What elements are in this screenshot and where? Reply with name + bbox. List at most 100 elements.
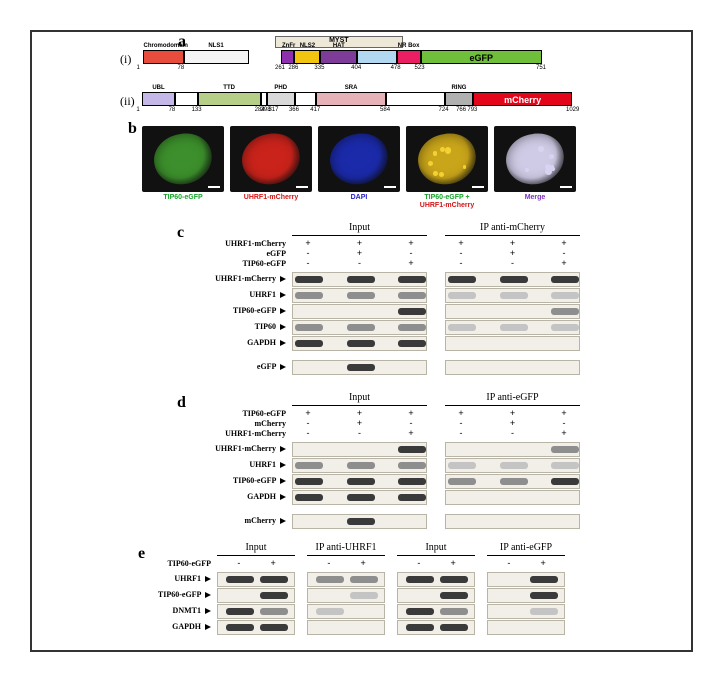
label-b: b [128,120,137,138]
e-blot-2-2 [397,604,475,619]
domain-NR Box: NR Box [397,50,421,64]
e-rowlbl-3: GAPDH [131,622,211,631]
panel-c-blot-5-0 [292,360,427,375]
panel-d-cond-0: TIP60-eGFP [166,409,286,418]
panel-c-blot-0-1 [445,272,580,287]
panel-c-blot-0-0 [292,272,427,287]
panel-d-rowlbl-4: mCherry [166,516,286,525]
micrograph-caption-3: TIP60-eGFP +UHRF1-mCherry [406,194,488,210]
panel-c-blot-2-0 [292,304,427,319]
panel-c-rowlbl-5: eGFP [166,362,286,371]
e-rowlbl-1: TIP60-eGFP [131,590,211,599]
domain-RING: RING [445,92,474,106]
panel-c-blot-2-1 [445,304,580,319]
e-rowlbl-0: UHRF1 [131,574,211,583]
roman-ii: (ii) [120,94,135,109]
e-blot-0-1 [307,572,385,587]
roman-i: (i) [120,52,131,67]
panel-c-blot-4-1 [445,336,580,351]
e-blot-3-0 [217,620,295,635]
panel-c-hdr-ip: IP anti-mCherry [445,222,580,233]
e-blot-1-1 [307,588,385,603]
domain-spacer [295,92,316,106]
panel-d-blot-1-0 [292,458,427,473]
panel-d-blot-4-1 [445,514,580,529]
panel-c-rowlbl-3: TIP60 [166,322,286,331]
panel-c-cond-1: eGFP [166,249,286,258]
panel-c-rowlbl-4: GAPDH [166,338,286,347]
micrograph-1 [230,126,312,192]
panel-c-rowlbl-2: TIP60-eGFP [166,306,286,315]
domain-HAT: HAT [320,50,357,64]
figure-frame: a b c d e (i) (ii) MYST ChromodomainNLS1… [30,30,693,652]
micrograph-caption-1: UHRF1-mCherry [230,194,312,202]
e-cond-0: TIP60-eGFP [131,559,211,568]
panel-d-rowlbl-0: UHRF1-mCherry [166,444,286,453]
panel-d-blot-0-1 [445,442,580,457]
panel-c-rowlbl-1: UHRF1 [166,290,286,299]
micrograph-caption-2: DAPI [318,194,400,202]
panel-c-blot-4-0 [292,336,427,351]
e-blot-1-3 [487,588,565,603]
panel-c-hdr-input: Input [292,222,427,233]
e-blot-2-3 [487,604,565,619]
panel-d-hdr-input: Input [292,392,427,403]
e-rowlbl-2: DNMT1 [131,606,211,615]
domain-PHD: PHD [267,92,295,106]
panel-d-blot-4-0 [292,514,427,529]
micrograph-caption-4: Merge [494,194,576,202]
panel-c-cond-0: UHRF1-mCherry [166,239,286,248]
panel-c-blot-1-1 [445,288,580,303]
panel-d-blot-3-0 [292,490,427,505]
micrograph-3 [406,126,488,192]
panel-d-blot-2-1 [445,474,580,489]
micrograph-2 [318,126,400,192]
panel-c-blot-3-0 [292,320,427,335]
micrograph-4 [494,126,576,192]
domain-Chromodomain: Chromodomain [143,50,184,64]
panel-c-blot-5-1 [445,360,580,375]
e-hdr-0: Input [217,542,295,553]
panel-c-blot-1-0 [292,288,427,303]
e-hdr-2: Input [397,542,475,553]
e-blot-3-3 [487,620,565,635]
panel-d-cond-2: UHRF1-mCherry [166,429,286,438]
domain-spacer [357,50,396,64]
e-hdr-3: IP anti-eGFP [487,542,565,553]
panel-d-rowlbl-3: GAPDH [166,492,286,501]
e-blot-2-1 [307,604,385,619]
domain-eGFP: eGFP [421,50,542,64]
domain-NLS1: NLS1 [184,50,249,64]
domain-NLS2: NLS2 [294,50,320,64]
panel-a: (i) (ii) MYST ChromodomainNLS1ZnFrNLS2HA… [142,34,572,119]
e-hdr-1: IP anti-UHRF1 [307,542,385,553]
panel-d-cond-1: mCherry [166,419,286,428]
panel-d-rowlbl-1: UHRF1 [166,460,286,469]
panel-b: TIP60-eGFP UHRF1-mCherry DAPI TIP60-eGFP +U… [142,126,592,216]
panel-d-blot-0-0 [292,442,427,457]
e-blot-0-3 [487,572,565,587]
e-blot-3-2 [397,620,475,635]
e-blot-3-1 [307,620,385,635]
panel-c-blot-3-1 [445,320,580,335]
e-blot-0-2 [397,572,475,587]
domain-UBL: UBL [142,92,174,106]
e-blot-1-2 [397,588,475,603]
e-blot-1-0 [217,588,295,603]
domain-mCherry: mCherry [473,92,572,106]
panel-c-rowlbl-0: UHRF1-mCherry [166,274,286,283]
domain-TTD: TTD [198,92,261,106]
domain-ZnFr: ZnFr [281,50,294,64]
micrograph-caption-0: TIP60-eGFP [142,194,224,202]
panel-d-hdr-ip: IP anti-eGFP [445,392,580,403]
panel-d-rowlbl-2: TIP60-eGFP [166,476,286,485]
e-blot-0-0 [217,572,295,587]
e-blot-2-0 [217,604,295,619]
panel-c-cond-2: TIP60-eGFP [166,259,286,268]
micrograph-0 [142,126,224,192]
panel-d-blot-3-1 [445,490,580,505]
panel-d-blot-1-1 [445,458,580,473]
domain-spacer [175,92,198,106]
domain-SRA: SRA [316,92,386,106]
panel-d-blot-2-0 [292,474,427,489]
